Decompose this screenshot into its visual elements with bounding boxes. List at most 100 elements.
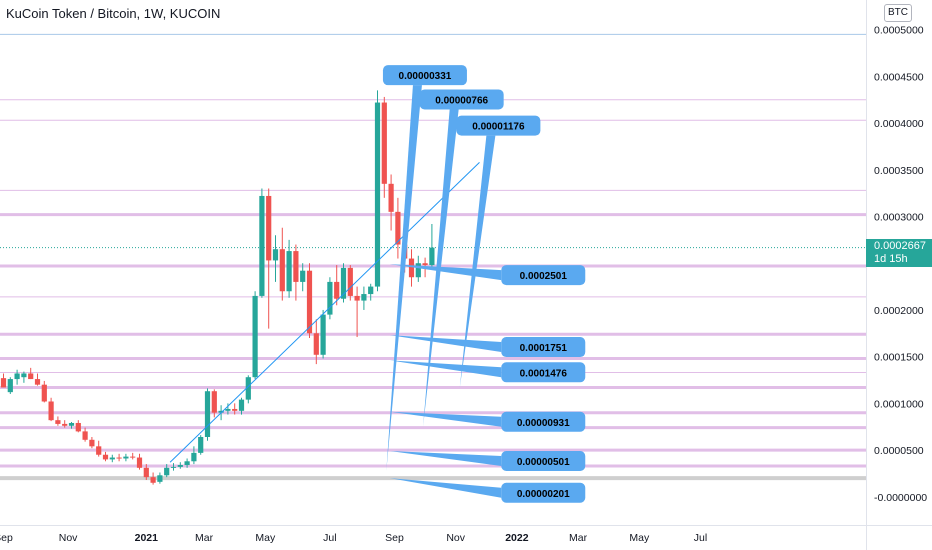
last-price-value: 0.0002667 xyxy=(874,240,926,252)
candles xyxy=(0,90,435,485)
x-tick-label: Mar xyxy=(195,532,214,544)
callout-box xyxy=(456,115,541,136)
callout-label: 0.0001751 xyxy=(520,343,568,354)
x-tick-label: May xyxy=(255,532,276,544)
candle-body xyxy=(272,249,279,261)
x-tick-label: Jul xyxy=(694,532,707,544)
y-tick-label: 0.0005000 xyxy=(874,25,924,37)
currency-badge[interactable]: BTC xyxy=(884,4,912,22)
callout-pointer xyxy=(386,85,422,471)
candle-body xyxy=(334,281,340,299)
chart-title: KuCoin Token / Bitcoin, 1W, KUCOIN xyxy=(6,6,221,21)
candle-body xyxy=(7,379,13,393)
callout-box xyxy=(382,65,467,86)
x-tick-label: May xyxy=(629,532,650,544)
y-tick-label: 0.0001500 xyxy=(874,352,924,364)
candle-body xyxy=(347,267,353,296)
y-tick-label: 0.0003500 xyxy=(874,165,924,177)
y-tick-label: 0.0004500 xyxy=(874,71,924,83)
support-trendline xyxy=(169,161,480,463)
callout-pointer xyxy=(459,135,496,388)
callout-box xyxy=(419,89,504,110)
candle-body xyxy=(130,456,136,458)
callout[interactable]: 0.0001751 xyxy=(389,335,586,358)
callout-pointer xyxy=(389,478,502,498)
x-tick-label: Sep xyxy=(385,532,404,544)
candle-body xyxy=(143,467,149,478)
x-tick-label: 2022 xyxy=(505,532,529,544)
candle-body xyxy=(177,465,183,467)
candle-body xyxy=(300,270,306,282)
candle-body xyxy=(232,408,238,411)
candle-body xyxy=(34,379,41,385)
y-tick-label: 0.0000500 xyxy=(874,445,924,457)
x-tick-label: Mar xyxy=(569,532,588,544)
candle-body xyxy=(89,439,95,447)
callout[interactable]: 0.0002501 xyxy=(389,264,586,286)
candle-body xyxy=(164,467,170,476)
candle-body xyxy=(381,102,387,184)
callout[interactable]: 0.00000201 xyxy=(389,478,586,503)
candle-body xyxy=(150,477,156,483)
candle-body xyxy=(123,456,129,459)
x-tick-label: Nov xyxy=(446,532,465,544)
candle-body xyxy=(21,373,27,378)
candle-body xyxy=(368,286,374,295)
x-tick-label: 2021 xyxy=(135,532,159,544)
callout-pointer xyxy=(389,335,502,353)
candle-body xyxy=(136,457,143,468)
candle-body xyxy=(259,195,265,296)
candle-body xyxy=(266,195,272,261)
callout-pointer xyxy=(389,264,502,281)
candle-body xyxy=(191,452,197,462)
horizontal-levels xyxy=(0,33,866,481)
candle-body xyxy=(211,391,217,413)
candle-body xyxy=(252,295,258,378)
candle-body xyxy=(68,422,75,426)
candle-body xyxy=(14,373,20,380)
callout-label: 0.00000201 xyxy=(517,489,570,500)
callout-pointer xyxy=(389,451,502,467)
candle-body xyxy=(286,251,292,292)
callout-box xyxy=(501,265,586,286)
callout[interactable]: 0.00000331 xyxy=(382,65,467,471)
candle-body xyxy=(102,454,109,460)
candle-body xyxy=(0,378,7,388)
y-tick-label: 0.0004000 xyxy=(874,118,924,130)
candle-body xyxy=(354,295,360,301)
callout[interactable]: 0.0001476 xyxy=(389,360,586,383)
callout[interactable]: 0.00000501 xyxy=(389,451,586,472)
callout[interactable]: 0.00000931 xyxy=(389,411,586,432)
y-tick-label: 0.0002000 xyxy=(874,305,924,317)
callout-box xyxy=(501,451,586,472)
price-callouts[interactable]: 0.00000331 0.00000766 0.00001176 0.0002501 0… xyxy=(382,65,586,503)
candle-body xyxy=(279,249,285,292)
callout-label: 0.00000501 xyxy=(517,457,570,468)
candle-body xyxy=(238,399,245,411)
callout-pointer xyxy=(389,360,502,378)
candle-body xyxy=(116,457,122,459)
callout-box xyxy=(501,362,586,383)
candle-body xyxy=(204,391,211,437)
candle-body xyxy=(374,102,381,287)
x-tick-label: Jul xyxy=(323,532,336,544)
candle-body xyxy=(28,373,34,380)
last-price-tag: 0.0002667 1d 15h xyxy=(866,239,932,267)
candle-body xyxy=(408,258,415,278)
callout-label: 0.0002501 xyxy=(520,271,568,282)
x-tick-label: Nov xyxy=(59,532,78,544)
candle-body xyxy=(82,431,88,440)
candle-body xyxy=(41,384,47,402)
candle-body xyxy=(361,294,367,301)
callout[interactable]: 0.00001176 xyxy=(456,115,541,388)
callout-label: 0.00000766 xyxy=(435,95,488,106)
trendline[interactable] xyxy=(169,161,480,463)
candle-body xyxy=(327,281,333,315)
bar-countdown: 1d 15h xyxy=(874,253,908,265)
y-tick-label: 0.0001000 xyxy=(874,398,924,410)
y-tick-label: -0.0000000 xyxy=(874,492,927,504)
candle-body xyxy=(429,247,435,266)
candle-body xyxy=(388,183,394,212)
